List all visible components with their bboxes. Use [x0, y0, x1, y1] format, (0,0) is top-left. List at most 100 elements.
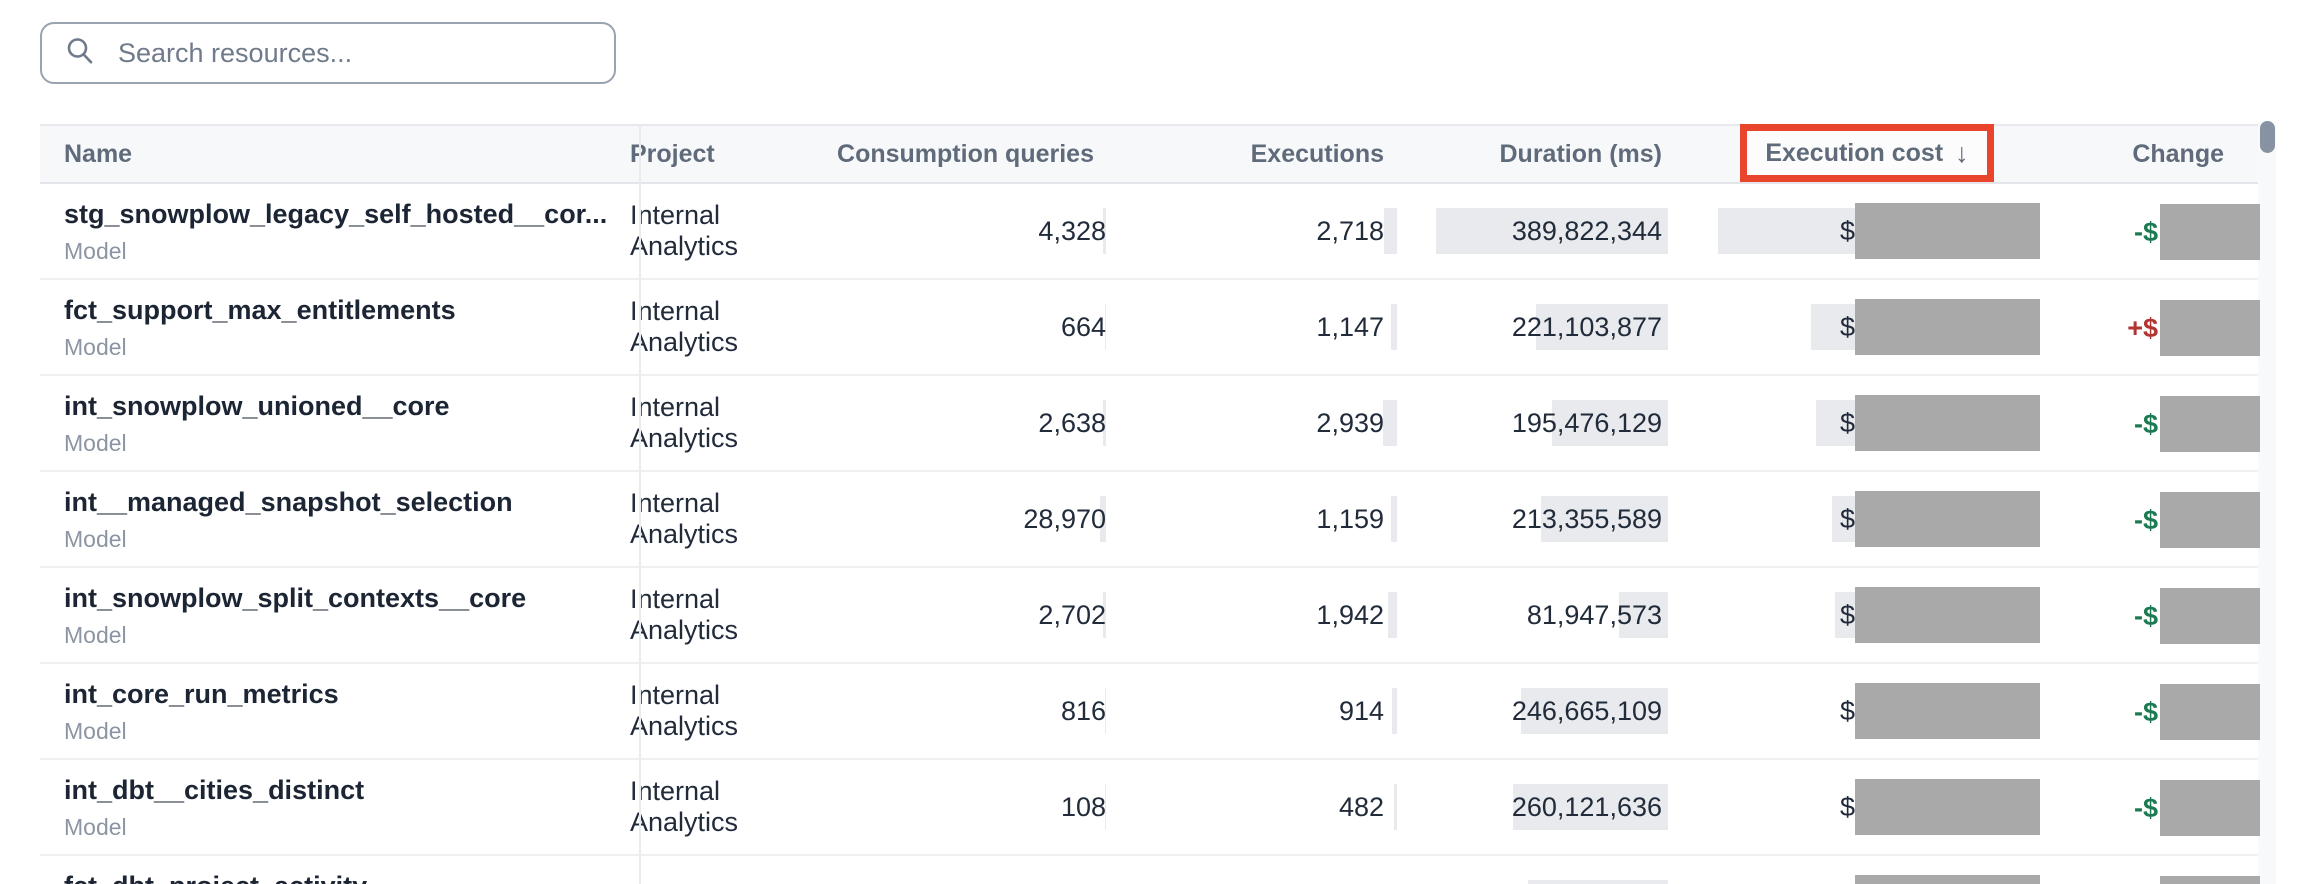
executions-value-bar — [1394, 784, 1397, 830]
vertical-scrollbar-thumb[interactable] — [2260, 121, 2275, 153]
execution-cost-cell: $ — [1668, 184, 2040, 278]
change-cell: -$ — [2040, 376, 2260, 470]
cost-redaction-block — [1855, 299, 2040, 355]
execution-cost-cell: $ — [1668, 760, 2040, 854]
column-header-execution-cost[interactable]: Execution cost — [1765, 138, 1944, 167]
resource-name[interactable]: stg_snowplow_legacy_self_hosted__cor... — [64, 198, 608, 229]
change-cell — [2040, 856, 2260, 884]
project-cell: Internal Analytics — [630, 200, 739, 261]
execution-cost-cell — [1668, 856, 2040, 884]
change-cell: -$ — [2040, 568, 2260, 662]
consumption-value-bar — [1105, 688, 1106, 734]
executions-value-bar — [1388, 592, 1397, 638]
duration-cell: 213,355,589 — [1397, 472, 1668, 566]
executions-value-bar — [1383, 400, 1397, 446]
duration-value-bar — [1513, 784, 1668, 830]
project-cell: Internal Analytics — [630, 488, 739, 549]
column-header-name[interactable]: Name — [64, 139, 133, 168]
table-row[interactable]: fct_dbt_project_activity Model — [40, 856, 2260, 884]
column-header-consumption-queries[interactable]: Consumption queries — [837, 139, 1094, 168]
executions-cell: 2,718 — [1106, 184, 1397, 278]
resource-name[interactable]: int__managed_snapshot_selection — [64, 486, 513, 517]
change-cell: -$ — [2040, 184, 2260, 278]
duration-cell: 246,665,109 — [1397, 664, 1668, 758]
consumption-queries-cell: 4,328 — [830, 184, 1106, 278]
change-prefix: +$ — [2127, 312, 2158, 343]
column-header-project[interactable]: Project — [630, 139, 715, 168]
duration-value-bar — [1541, 496, 1668, 542]
project-cell: Internal Analytics — [630, 584, 739, 645]
table-row[interactable]: int_dbt__cities_distinct Model Internal … — [40, 760, 2260, 856]
duration-cell: 195,476,129 — [1397, 376, 1668, 470]
change-cell: -$ — [2040, 760, 2260, 854]
change-redaction-block — [2160, 780, 2260, 836]
duration-value-bar — [1521, 688, 1668, 734]
vertical-scrollbar-track[interactable] — [2258, 122, 2276, 884]
executions-cell: 1,147 — [1106, 280, 1397, 374]
change-cell: +$ — [2040, 280, 2260, 374]
resource-name[interactable]: fct_support_max_entitlements — [64, 294, 456, 325]
resource-name[interactable]: int_snowplow_unioned__core — [64, 390, 450, 421]
duration-value-bar — [1436, 208, 1668, 254]
executions-cell: 1,159 — [1106, 472, 1397, 566]
execution-cost-header-annotation: Execution cost ↓ — [1740, 124, 1994, 182]
change-cell: -$ — [2040, 472, 2260, 566]
change-redaction-block — [2160, 588, 2260, 644]
cost-redaction-block — [1855, 779, 2040, 835]
duration-cell: 389,822,344 — [1397, 184, 1668, 278]
change-redaction-block — [2160, 876, 2260, 884]
table-row[interactable]: int_core_run_metrics Model Internal Anal… — [40, 664, 2260, 760]
duration-cell: 221,103,877 — [1397, 280, 1668, 374]
consumption-queries-cell: 2,638 — [830, 376, 1106, 470]
consumption-value-bar — [1103, 208, 1106, 254]
executions-cell — [1106, 856, 1397, 884]
resource-name[interactable]: int_core_run_metrics — [64, 678, 339, 709]
cost-redaction-block — [1855, 203, 2040, 259]
consumption-queries-cell: 28,970 — [830, 472, 1106, 566]
cost-currency-prefix: $ — [1839, 599, 1855, 630]
table-row[interactable]: stg_snowplow_legacy_self_hosted__cor... … — [40, 184, 2260, 280]
project-cell: Internal Analytics — [630, 680, 739, 741]
table-row[interactable]: int_snowplow_split_contexts__core Model … — [40, 568, 2260, 664]
cost-redaction-block — [1855, 875, 2040, 884]
resource-name[interactable]: fct_dbt_project_activity — [64, 869, 367, 884]
change-redaction-block — [2160, 492, 2260, 548]
resource-name[interactable]: int_snowplow_split_contexts__core — [64, 582, 527, 613]
table-row[interactable]: fct_support_max_entitlements Model Inter… — [40, 280, 2260, 376]
change-redaction-block — [2160, 204, 2260, 260]
table-row[interactable]: int__managed_snapshot_selection Model In… — [40, 472, 2260, 568]
resource-type-label: Model — [64, 717, 127, 744]
consumption-value-bar — [1100, 496, 1106, 542]
column-header-duration[interactable]: Duration (ms) — [1499, 139, 1663, 168]
consumption-queries-cell: 816 — [830, 664, 1106, 758]
executions-cell: 482 — [1106, 760, 1397, 854]
executions-cell: 2,939 — [1106, 376, 1397, 470]
resources-table: Name Project Consumption queries Executi… — [40, 124, 2260, 884]
consumption-value-bar — [1105, 784, 1106, 830]
executions-value-bar — [1384, 208, 1397, 254]
resource-name[interactable]: int_dbt__cities_distinct — [64, 774, 365, 805]
search-box[interactable] — [40, 22, 616, 84]
resource-type-label: Model — [64, 813, 127, 840]
change-cell: -$ — [2040, 664, 2260, 758]
table-row[interactable]: int_snowplow_unioned__core Model Interna… — [40, 376, 2260, 472]
duration-value-bar — [1619, 592, 1668, 638]
cost-currency-prefix: $ — [1839, 311, 1855, 342]
search-icon — [64, 35, 96, 72]
resource-type-label: Model — [64, 621, 127, 648]
project-cell: Internal Analytics — [630, 392, 739, 453]
search-input[interactable] — [116, 36, 592, 70]
column-header-change[interactable]: Change — [2132, 139, 2224, 168]
execution-cost-cell: $ — [1668, 568, 2040, 662]
duration-value-bar — [1536, 304, 1668, 350]
duration-cell: 81,947,573 — [1397, 568, 1668, 662]
duration-value-bar — [1528, 880, 1668, 884]
duration-cell: 260,121,636 — [1397, 760, 1668, 854]
change-prefix: -$ — [2133, 600, 2158, 631]
column-header-executions[interactable]: Executions — [1250, 139, 1384, 168]
project-cell: Internal Analytics — [630, 776, 739, 837]
name-column-divider — [639, 124, 641, 884]
consumption-value-bar — [1103, 592, 1106, 638]
duration-cell — [1397, 856, 1668, 884]
change-redaction-block — [2160, 300, 2260, 356]
